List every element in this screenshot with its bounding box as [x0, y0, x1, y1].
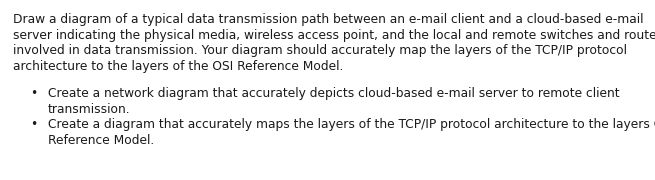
- Text: transmission.: transmission.: [48, 102, 130, 116]
- Text: involved in data transmission. Your diagram should accurately map the layers of : involved in data transmission. Your diag…: [13, 44, 627, 57]
- Text: Create a diagram that accurately maps the layers of the TCP/IP protocol architec: Create a diagram that accurately maps th…: [48, 118, 655, 131]
- Text: Reference Model.: Reference Model.: [48, 134, 154, 147]
- Text: Create a network diagram that accurately depicts cloud-based e-mail server to re: Create a network diagram that accurately…: [48, 87, 620, 100]
- Text: architecture to the layers of the OSI Reference Model.: architecture to the layers of the OSI Re…: [13, 60, 343, 73]
- Text: Draw a diagram of a typical data transmission path between an e-mail client and : Draw a diagram of a typical data transmi…: [13, 13, 643, 26]
- Text: •: •: [30, 87, 37, 100]
- Text: server indicating the physical media, wireless access point, and the local and r: server indicating the physical media, wi…: [13, 28, 655, 42]
- Text: •: •: [30, 118, 37, 131]
